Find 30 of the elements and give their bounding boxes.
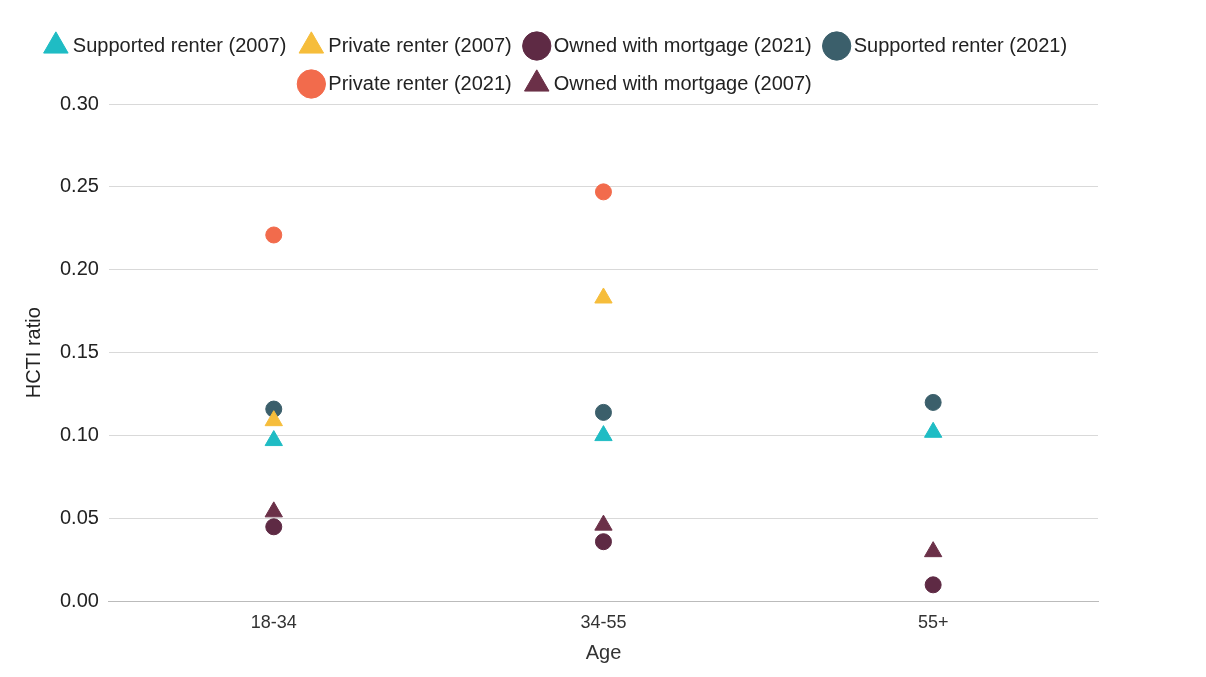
legend-label: Owned with mortgage (2021) — [553, 33, 812, 56]
point — [923, 541, 943, 558]
y-axis-title: HCTI ratio — [21, 307, 44, 399]
y-tick-label: 0.00 — [59, 588, 99, 611]
point — [594, 425, 613, 442]
point — [264, 410, 283, 427]
legend-label: Supported renter (2007) — [72, 33, 287, 56]
legend-label: Private renter (2021) — [328, 71, 512, 94]
y-tick-label: 0.30 — [59, 91, 99, 114]
y-tick-label: 0.25 — [59, 174, 99, 197]
point — [265, 226, 283, 244]
legend-label: Supported renter (2021) — [853, 33, 1068, 56]
y-tick-label: 0.20 — [59, 257, 99, 280]
point — [594, 183, 612, 201]
x-tick-label: 55+ — [917, 612, 949, 633]
x-axis-title: Age — [585, 640, 622, 663]
point — [594, 287, 613, 304]
y-tick-label: 0.10 — [59, 423, 99, 446]
y-tick-label: 0.05 — [59, 506, 99, 529]
point — [594, 403, 612, 421]
point — [594, 514, 613, 531]
point — [924, 393, 942, 411]
y-tick-label: 0.15 — [59, 340, 99, 363]
point — [264, 430, 283, 447]
point — [923, 421, 943, 438]
legend-label: Private renter (2007) — [328, 33, 512, 56]
point — [264, 501, 283, 518]
x-tick-label: 34-55 — [580, 612, 627, 633]
x-tick-label: 18-34 — [250, 612, 297, 633]
legend-label: Owned with mortgage (2007) — [553, 71, 812, 94]
